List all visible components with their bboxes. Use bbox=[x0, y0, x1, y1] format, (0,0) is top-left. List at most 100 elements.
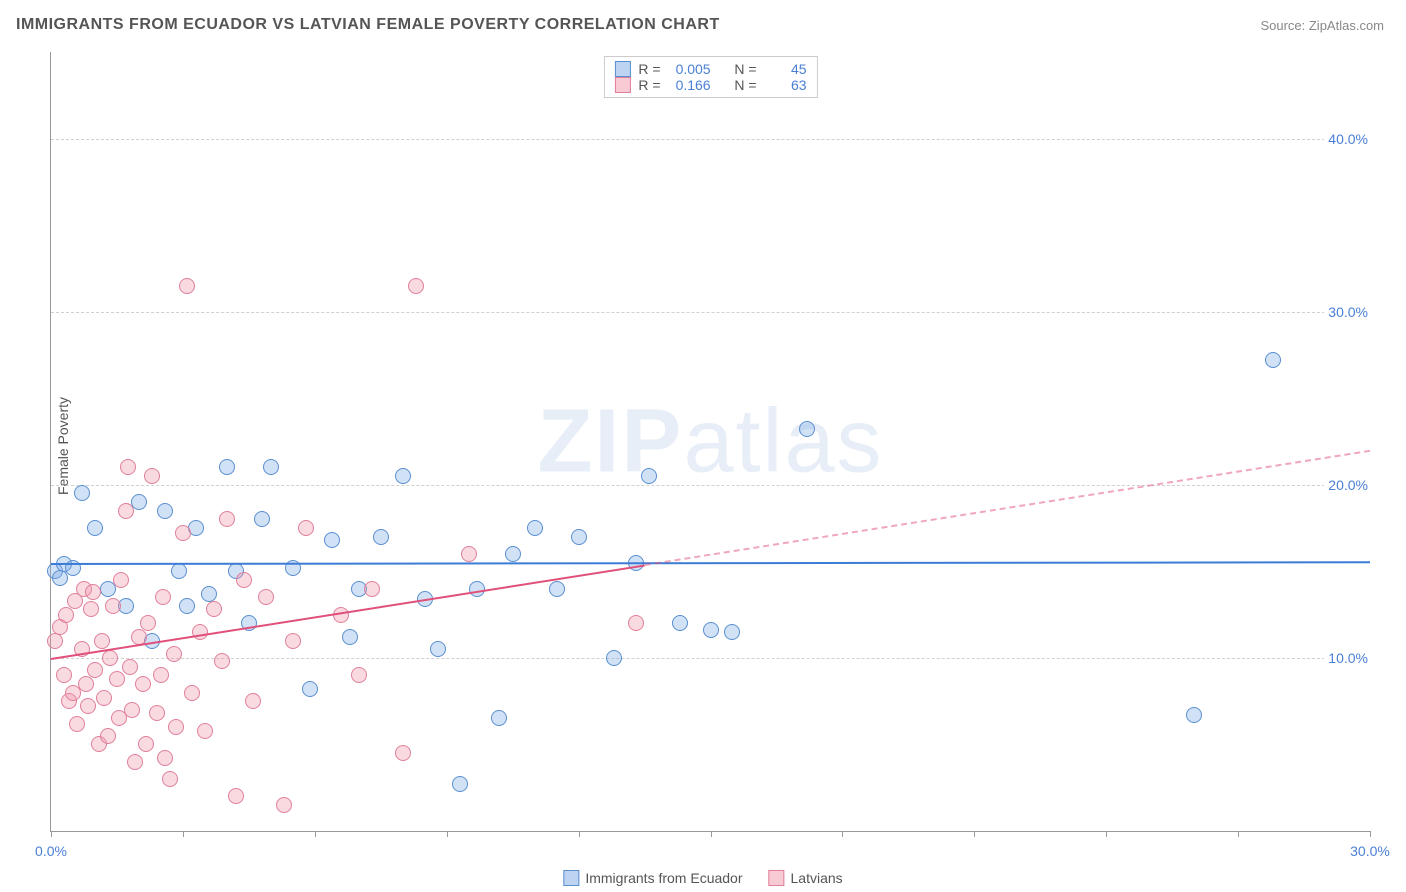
data-point-blue bbox=[302, 681, 318, 697]
x-tick-mark bbox=[1106, 831, 1107, 837]
data-point-pink bbox=[80, 698, 96, 714]
data-point-pink bbox=[144, 468, 160, 484]
data-point-blue bbox=[491, 710, 507, 726]
data-point-pink bbox=[138, 736, 154, 752]
trendline bbox=[644, 450, 1370, 566]
data-point-pink bbox=[228, 788, 244, 804]
data-point-pink bbox=[102, 650, 118, 666]
y-tick-label: 30.0% bbox=[1324, 304, 1372, 320]
swatch-pink-icon bbox=[614, 77, 630, 93]
data-point-pink bbox=[96, 690, 112, 706]
legend-entry-ecuador: Immigrants from Ecuador bbox=[563, 870, 742, 886]
data-point-pink bbox=[94, 633, 110, 649]
data-point-pink bbox=[168, 719, 184, 735]
data-point-pink bbox=[69, 716, 85, 732]
data-point-blue bbox=[527, 520, 543, 536]
x-tick-label: 30.0% bbox=[1350, 843, 1390, 859]
gridline-h bbox=[51, 485, 1370, 486]
legend-row-blue: R = 0.005 N = 45 bbox=[614, 61, 806, 77]
data-point-blue bbox=[179, 598, 195, 614]
data-point-pink bbox=[236, 572, 252, 588]
y-tick-label: 10.0% bbox=[1324, 650, 1372, 666]
data-point-blue bbox=[254, 511, 270, 527]
data-point-pink bbox=[47, 633, 63, 649]
x-tick-label: 0.0% bbox=[35, 843, 67, 859]
series-legend: Immigrants from Ecuador Latvians bbox=[563, 870, 842, 886]
data-point-pink bbox=[179, 278, 195, 294]
chart-title: IMMIGRANTS FROM ECUADOR VS LATVIAN FEMAL… bbox=[16, 16, 720, 34]
legend-r-blue: 0.005 bbox=[669, 61, 711, 77]
legend-label: Latvians bbox=[791, 870, 843, 886]
data-point-blue bbox=[549, 581, 565, 597]
data-point-pink bbox=[140, 615, 156, 631]
data-point-pink bbox=[408, 278, 424, 294]
data-point-pink bbox=[258, 589, 274, 605]
data-point-pink bbox=[124, 702, 140, 718]
data-point-pink bbox=[175, 525, 191, 541]
data-point-pink bbox=[78, 676, 94, 692]
data-point-blue bbox=[672, 615, 688, 631]
data-point-pink bbox=[155, 589, 171, 605]
y-tick-label: 40.0% bbox=[1324, 131, 1372, 147]
data-point-pink bbox=[395, 745, 411, 761]
x-tick-mark bbox=[51, 831, 52, 837]
data-point-blue bbox=[641, 468, 657, 484]
data-point-pink bbox=[85, 584, 101, 600]
data-point-pink bbox=[58, 607, 74, 623]
data-point-blue bbox=[171, 563, 187, 579]
data-point-pink bbox=[214, 653, 230, 669]
data-point-blue bbox=[1186, 707, 1202, 723]
data-point-blue bbox=[87, 520, 103, 536]
data-point-blue bbox=[324, 532, 340, 548]
data-point-blue bbox=[452, 776, 468, 792]
data-point-pink bbox=[56, 667, 72, 683]
data-point-pink bbox=[127, 754, 143, 770]
data-point-pink bbox=[122, 659, 138, 675]
legend-label: Immigrants from Ecuador bbox=[585, 870, 742, 886]
data-point-blue bbox=[606, 650, 622, 666]
data-point-pink bbox=[157, 750, 173, 766]
data-point-blue bbox=[703, 622, 719, 638]
swatch-blue-icon bbox=[614, 61, 630, 77]
x-tick-mark bbox=[1238, 831, 1239, 837]
data-point-pink bbox=[197, 723, 213, 739]
swatch-blue-icon bbox=[563, 870, 579, 886]
legend-r-label: R = bbox=[638, 77, 660, 93]
scatter-plot-area: ZIPatlas R = 0.005 N = 45 R = 0.166 N = … bbox=[50, 52, 1370, 832]
data-point-blue bbox=[219, 459, 235, 475]
data-point-pink bbox=[162, 771, 178, 787]
data-point-pink bbox=[100, 728, 116, 744]
data-point-pink bbox=[105, 598, 121, 614]
data-point-pink bbox=[364, 581, 380, 597]
source-attribution: Source: ZipAtlas.com bbox=[1260, 18, 1384, 33]
data-point-blue bbox=[469, 581, 485, 597]
data-point-pink bbox=[149, 705, 165, 721]
data-point-pink bbox=[628, 615, 644, 631]
legend-n-label: N = bbox=[734, 61, 756, 77]
data-point-pink bbox=[276, 797, 292, 813]
data-point-blue bbox=[74, 485, 90, 501]
y-tick-label: 20.0% bbox=[1324, 477, 1372, 493]
data-point-blue bbox=[373, 529, 389, 545]
gridline-h bbox=[51, 312, 1370, 313]
trendline bbox=[51, 564, 645, 659]
x-tick-mark bbox=[974, 831, 975, 837]
data-point-blue bbox=[430, 641, 446, 657]
gridline-h bbox=[51, 658, 1370, 659]
x-tick-mark bbox=[1370, 831, 1371, 837]
data-point-pink bbox=[219, 511, 235, 527]
data-point-pink bbox=[166, 646, 182, 662]
legend-r-label: R = bbox=[638, 61, 660, 77]
data-point-pink bbox=[113, 572, 129, 588]
data-point-blue bbox=[799, 421, 815, 437]
x-tick-mark bbox=[447, 831, 448, 837]
data-point-pink bbox=[153, 667, 169, 683]
legend-r-pink: 0.166 bbox=[669, 77, 711, 93]
x-tick-mark bbox=[842, 831, 843, 837]
data-point-pink bbox=[87, 662, 103, 678]
correlation-legend: R = 0.005 N = 45 R = 0.166 N = 63 bbox=[603, 56, 817, 98]
x-tick-mark bbox=[315, 831, 316, 837]
data-point-pink bbox=[83, 601, 99, 617]
data-point-blue bbox=[263, 459, 279, 475]
data-point-pink bbox=[120, 459, 136, 475]
